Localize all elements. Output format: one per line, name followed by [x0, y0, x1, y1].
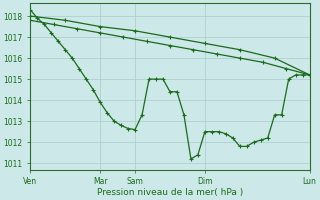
X-axis label: Pression niveau de la mer( hPa ): Pression niveau de la mer( hPa ) [97, 188, 243, 197]
